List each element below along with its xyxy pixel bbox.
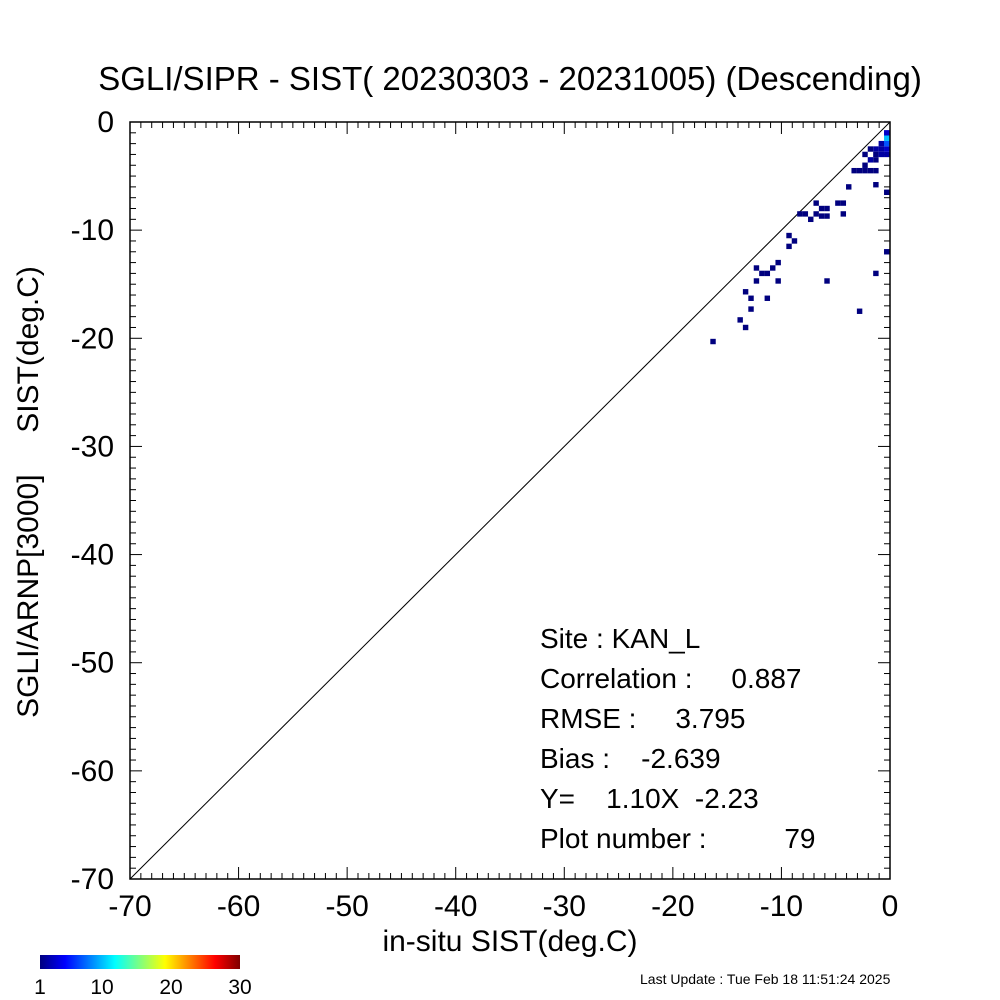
colorbar-tick-label: 1 xyxy=(34,976,46,999)
density-cell xyxy=(775,278,781,284)
colorbar-ticks: 1 10 20 30 xyxy=(34,976,252,999)
density-cell xyxy=(791,238,798,244)
density-cell xyxy=(873,151,879,158)
density-cell xyxy=(873,146,879,152)
density-cell xyxy=(856,308,863,314)
stats-box: Site : KAN_L Correlation : 0.887 RMSE : … xyxy=(540,623,815,854)
colorbar xyxy=(40,955,240,969)
density-cell xyxy=(742,324,749,331)
density-cell xyxy=(873,167,879,174)
colorbar-tick-label: 30 xyxy=(228,976,251,999)
density-cell xyxy=(873,157,879,163)
density-cell xyxy=(753,265,760,271)
y-tick-label: 0 xyxy=(97,106,114,139)
density-cell xyxy=(742,289,749,295)
density-cell xyxy=(884,130,890,136)
density-cell xyxy=(710,338,716,345)
density-cell xyxy=(824,278,830,284)
colorbar-tick-label: 10 xyxy=(90,976,113,999)
one-to-one-line xyxy=(129,121,891,880)
x-tick-label: -30 xyxy=(543,890,586,923)
y-tick-labels: -70 -60 -50 -40 -30 -20 -10 0 xyxy=(71,106,114,896)
x-tick-label: -40 xyxy=(434,890,477,923)
density-cell xyxy=(867,167,874,174)
x-tick-label: -10 xyxy=(760,890,803,923)
density-cell xyxy=(851,167,857,174)
x-tick-label: 0 xyxy=(882,890,899,923)
y-tick-label: -30 xyxy=(71,430,114,463)
x-tick-labels: -70 -60 -50 -40 -30 -20 -10 0 xyxy=(108,890,898,923)
stat-site: Site : KAN_L xyxy=(540,623,700,654)
density-cell xyxy=(802,211,809,217)
density-cell xyxy=(786,243,792,250)
density-cell xyxy=(818,205,825,212)
density-cell xyxy=(873,270,879,277)
density-cell xyxy=(856,167,863,174)
density-cell xyxy=(867,157,874,163)
density-cell xyxy=(835,200,841,206)
density-cell xyxy=(770,265,776,271)
density-cell xyxy=(846,184,852,190)
last-update-text: Last Update : Tue Feb 18 11:51:24 2025 xyxy=(640,971,891,987)
density-cell xyxy=(786,232,792,239)
x-tick-label: -60 xyxy=(217,890,260,923)
density-cell xyxy=(884,135,890,141)
x-tick-label: -70 xyxy=(108,890,151,923)
density-cell xyxy=(818,213,825,219)
y-axis-label: SGLI/ARNP[3000] SIST(deg.C) xyxy=(12,266,45,718)
density-cell xyxy=(878,151,885,158)
stat-plot-number: Plot number : 79 xyxy=(540,823,815,854)
y-tick-label: -70 xyxy=(71,863,114,896)
density-cell xyxy=(884,140,890,147)
x-tick-label: -50 xyxy=(325,890,368,923)
density-cell xyxy=(797,211,803,217)
density-cell xyxy=(824,205,830,212)
density-cell xyxy=(775,259,781,266)
density-cell xyxy=(884,249,890,255)
density-cell xyxy=(759,270,765,277)
stat-bias: Bias : -2.639 xyxy=(540,743,721,774)
density-cell xyxy=(753,278,760,284)
density-cell xyxy=(808,216,814,223)
density-cell xyxy=(737,317,743,323)
y-tick-label: -10 xyxy=(71,214,114,247)
density-cell xyxy=(884,151,890,158)
colorbar-tick-label: 20 xyxy=(159,976,182,999)
stat-regression: Y= 1.10X -2.23 xyxy=(540,783,759,814)
density-cells xyxy=(710,130,890,345)
density-cell xyxy=(824,213,830,219)
density-cell xyxy=(748,306,754,312)
plot-frame xyxy=(129,121,891,880)
stat-rmse: RMSE : 3.795 xyxy=(540,703,745,734)
y-tick-label: -50 xyxy=(71,647,114,680)
density-cell xyxy=(873,182,879,188)
density-cell xyxy=(884,189,890,195)
density-cell xyxy=(862,167,868,174)
density-cell xyxy=(862,162,868,168)
density-cell xyxy=(764,295,771,301)
stat-correlation: Correlation : 0.887 xyxy=(540,663,801,694)
y-tick-label: -60 xyxy=(71,755,114,788)
density-cell xyxy=(840,200,847,206)
density-cell xyxy=(862,151,868,158)
y-tick-label: -40 xyxy=(71,539,114,572)
y-tick-label: -20 xyxy=(71,322,114,355)
density-cell xyxy=(878,140,885,147)
density-cell xyxy=(813,200,819,206)
density-cell xyxy=(764,270,771,277)
density-cell xyxy=(840,211,847,217)
density-cell xyxy=(878,146,885,152)
density-cell xyxy=(867,146,874,152)
x-tick-label: -20 xyxy=(651,890,694,923)
density-cell xyxy=(884,146,890,152)
density-cell xyxy=(813,211,819,217)
chart-title: SGLI/SIPR - SIST( 20230303 - 20231005) (… xyxy=(98,60,922,97)
x-axis-label: in-situ SIST(deg.C) xyxy=(382,925,637,958)
density-cell xyxy=(748,295,754,301)
